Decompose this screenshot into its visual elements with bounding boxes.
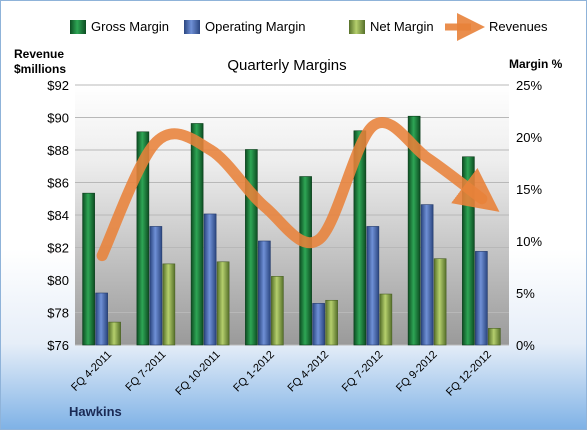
bar-operating-margin [312,303,325,346]
x-tick-label: FQ 9-2012 [394,349,440,395]
bar-gross-margin [245,149,258,346]
bar-operating-margin [95,292,108,346]
x-tick-label: FQ 1-2012 [231,349,277,395]
x-tick-label: FQ 7-2012 [340,349,386,395]
bar-gross-margin [299,176,312,346]
bar-operating-margin [475,251,488,346]
bar-operating-margin [366,226,380,346]
bar-net-margin [379,293,393,346]
left-tick-label: $88 [47,143,69,158]
bar-operating-margin [258,240,271,346]
bar-gross-margin [136,131,150,346]
bar-operating-margin [203,213,217,346]
bar-gross-margin [407,115,421,346]
x-tick-label: FQ 10-2011 [173,349,222,398]
revenue-line [96,117,500,262]
left-tick-label: $80 [47,273,69,288]
right-tick-label: 0% [516,338,535,353]
right-tick-label: 5% [516,286,535,301]
left-tick-label: $90 [47,111,69,126]
bar-operating-margin [149,226,163,346]
x-tick-label: FQ 4-2012 [286,349,332,395]
x-tick-label: FQ 12-2012 [444,349,494,399]
right-axis-title: Margin % [509,57,563,71]
bar-gross-margin [190,123,204,346]
footer-label: Hawkins [69,404,122,419]
bar-net-margin [108,321,121,346]
bar-net-margin [162,263,176,346]
left-tick-label: $76 [47,338,69,353]
legend-revenues: Revenues [489,19,548,34]
bar-gross-margin [82,192,95,346]
left-axis-title-line1: Revenue [14,47,64,61]
left-tick-label: $92 [47,78,69,93]
legend-swatch-operating-margin [184,20,200,34]
left-tick-label: $84 [47,208,69,223]
legend-swatch-gross-margin [70,20,86,34]
revenue-line-path [96,117,500,262]
bar-gross-margin [353,130,367,346]
legend-operating-margin: Operating Margin [205,19,305,34]
left-tick-label: $82 [47,241,69,256]
x-axis-ticks: FQ 4-2011 FQ 7-2011 FQ 10-2011 FQ 1-2012 FQ … [69,349,494,399]
bar-net-margin [325,299,338,346]
left-axis-ticks: $76 $78 $80 $82 $84 $86 $88 $90 $92 [47,78,69,353]
right-tick-label: 15% [516,182,542,197]
right-axis-ticks: 0% 5% 10% 15% 20% 25% [516,78,542,353]
right-tick-label: 20% [516,130,542,145]
left-axis-title-line2: $millions [14,62,66,76]
bar-net-margin [216,261,230,346]
right-tick-label: 10% [516,234,542,249]
legend-net-margin: Net Margin [370,19,434,34]
legend: Gross Margin Operating Margin Net Margin… [70,13,548,41]
legend-gross-margin: Gross Margin [91,19,169,34]
chart-title: Quarterly Margins [227,57,346,74]
x-tick-label: FQ 7-2011 [123,349,168,394]
legend-swatch-net-margin [349,20,365,34]
bar-operating-margin [420,204,434,346]
left-tick-label: $78 [47,306,69,321]
left-tick-label: $86 [47,176,69,191]
right-tick-label: 25% [516,78,542,93]
bar-net-margin [488,328,501,346]
bar-net-margin [433,258,447,346]
bar-net-margin [271,276,284,346]
x-tick-label: FQ 4-2011 [69,349,114,394]
